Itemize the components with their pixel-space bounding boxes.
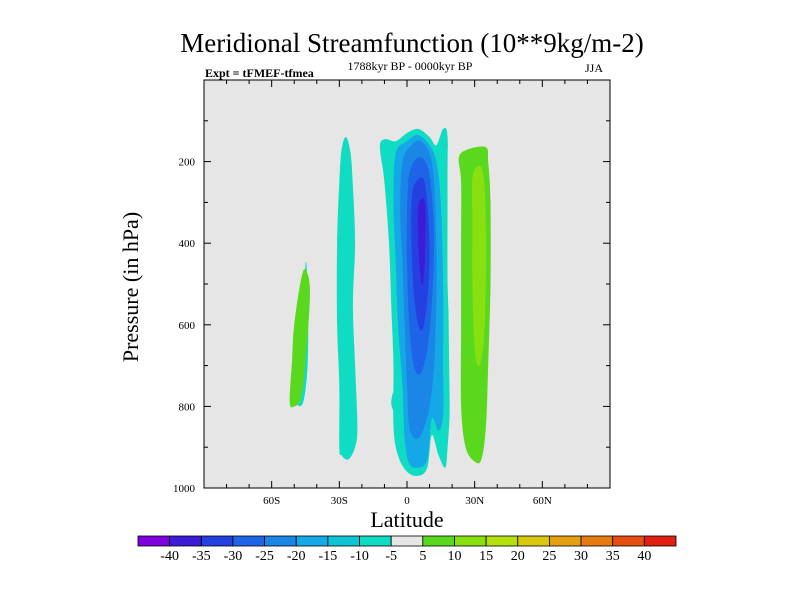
colorbar-label: -40 bbox=[160, 549, 179, 564]
axis-ticks: 60S 30S 0 30N 60N 200 400 600 800 1000 bbox=[173, 80, 610, 507]
colorbar-cell bbox=[169, 535, 202, 547]
contour-region-11 bbox=[471, 165, 487, 366]
colorbar-cell bbox=[327, 535, 360, 547]
colorbar-cell bbox=[643, 535, 677, 547]
colorbar-label: 20 bbox=[511, 549, 525, 564]
colorbar-cell bbox=[517, 535, 550, 547]
x-tick-label: 60N bbox=[533, 495, 552, 507]
x-axis-label: Latitude bbox=[370, 507, 443, 532]
y-axis-label: Pressure (in hPa) bbox=[118, 212, 143, 362]
colorbar-label: 40 bbox=[637, 549, 651, 564]
colorbar-cell bbox=[232, 535, 265, 547]
colorbar-label: -15 bbox=[319, 549, 338, 564]
y-tick-label: 800 bbox=[179, 401, 196, 413]
colorbar-cell bbox=[264, 535, 297, 547]
colorbar-label: 30 bbox=[574, 549, 588, 564]
x-tick-label: 30N bbox=[465, 495, 484, 507]
y-tick-label: 200 bbox=[179, 157, 196, 169]
contour-region-9 bbox=[417, 198, 426, 286]
colorbar-cell bbox=[549, 535, 582, 547]
chart-title: Meridional Streamfunction (10**9kg/m-2) bbox=[180, 28, 643, 58]
colorbar-label: -5 bbox=[385, 549, 397, 564]
colorbar-cell bbox=[485, 535, 519, 547]
contour-region-12 bbox=[447, 138, 458, 443]
colorbar-cell bbox=[454, 535, 487, 547]
colorbar-cell bbox=[359, 535, 392, 547]
x-tick-label: 60S bbox=[263, 495, 280, 507]
colorbar: -40 -35 -30 -25 -20 -15 -10 -5 5 10 15 20 25 30 35 40 bbox=[137, 535, 677, 564]
contour-regions bbox=[289, 127, 491, 476]
x-tick-label: 30S bbox=[331, 495, 348, 507]
colorbar-label: 35 bbox=[606, 549, 620, 564]
season-label: JJA bbox=[585, 61, 603, 75]
x-tick-label: 0 bbox=[404, 495, 410, 507]
colorbar-label: -20 bbox=[287, 549, 306, 564]
colorbar-label: 5 bbox=[419, 549, 426, 564]
y-tick-label: 1000 bbox=[173, 483, 196, 495]
contour-region-1 bbox=[289, 269, 310, 408]
colorbar-label: 10 bbox=[447, 549, 461, 564]
colorbar-cell bbox=[390, 535, 424, 547]
colorbar-cell bbox=[137, 535, 171, 547]
colorbar-cell bbox=[612, 535, 645, 547]
y-tick-label: 400 bbox=[179, 238, 196, 250]
colorbar-cell bbox=[580, 535, 614, 547]
colorbar-label: -10 bbox=[350, 549, 369, 564]
experiment-label: Expt = tFMEF-tfmea bbox=[205, 66, 314, 80]
time-range-label: 1788kyr BP - 0000kyr BP bbox=[348, 59, 473, 73]
y-tick-label: 600 bbox=[179, 320, 196, 332]
contour-region-2 bbox=[336, 137, 358, 460]
colorbar-label: -35 bbox=[192, 549, 211, 564]
colorbar-label: 15 bbox=[479, 549, 493, 564]
colorbar-label: -25 bbox=[255, 549, 274, 564]
colorbar-cell bbox=[295, 535, 329, 547]
colorbar-cell bbox=[422, 535, 455, 547]
colorbar-label: 25 bbox=[542, 549, 556, 564]
colorbar-cell bbox=[200, 535, 234, 547]
colorbar-label: -30 bbox=[224, 549, 243, 564]
